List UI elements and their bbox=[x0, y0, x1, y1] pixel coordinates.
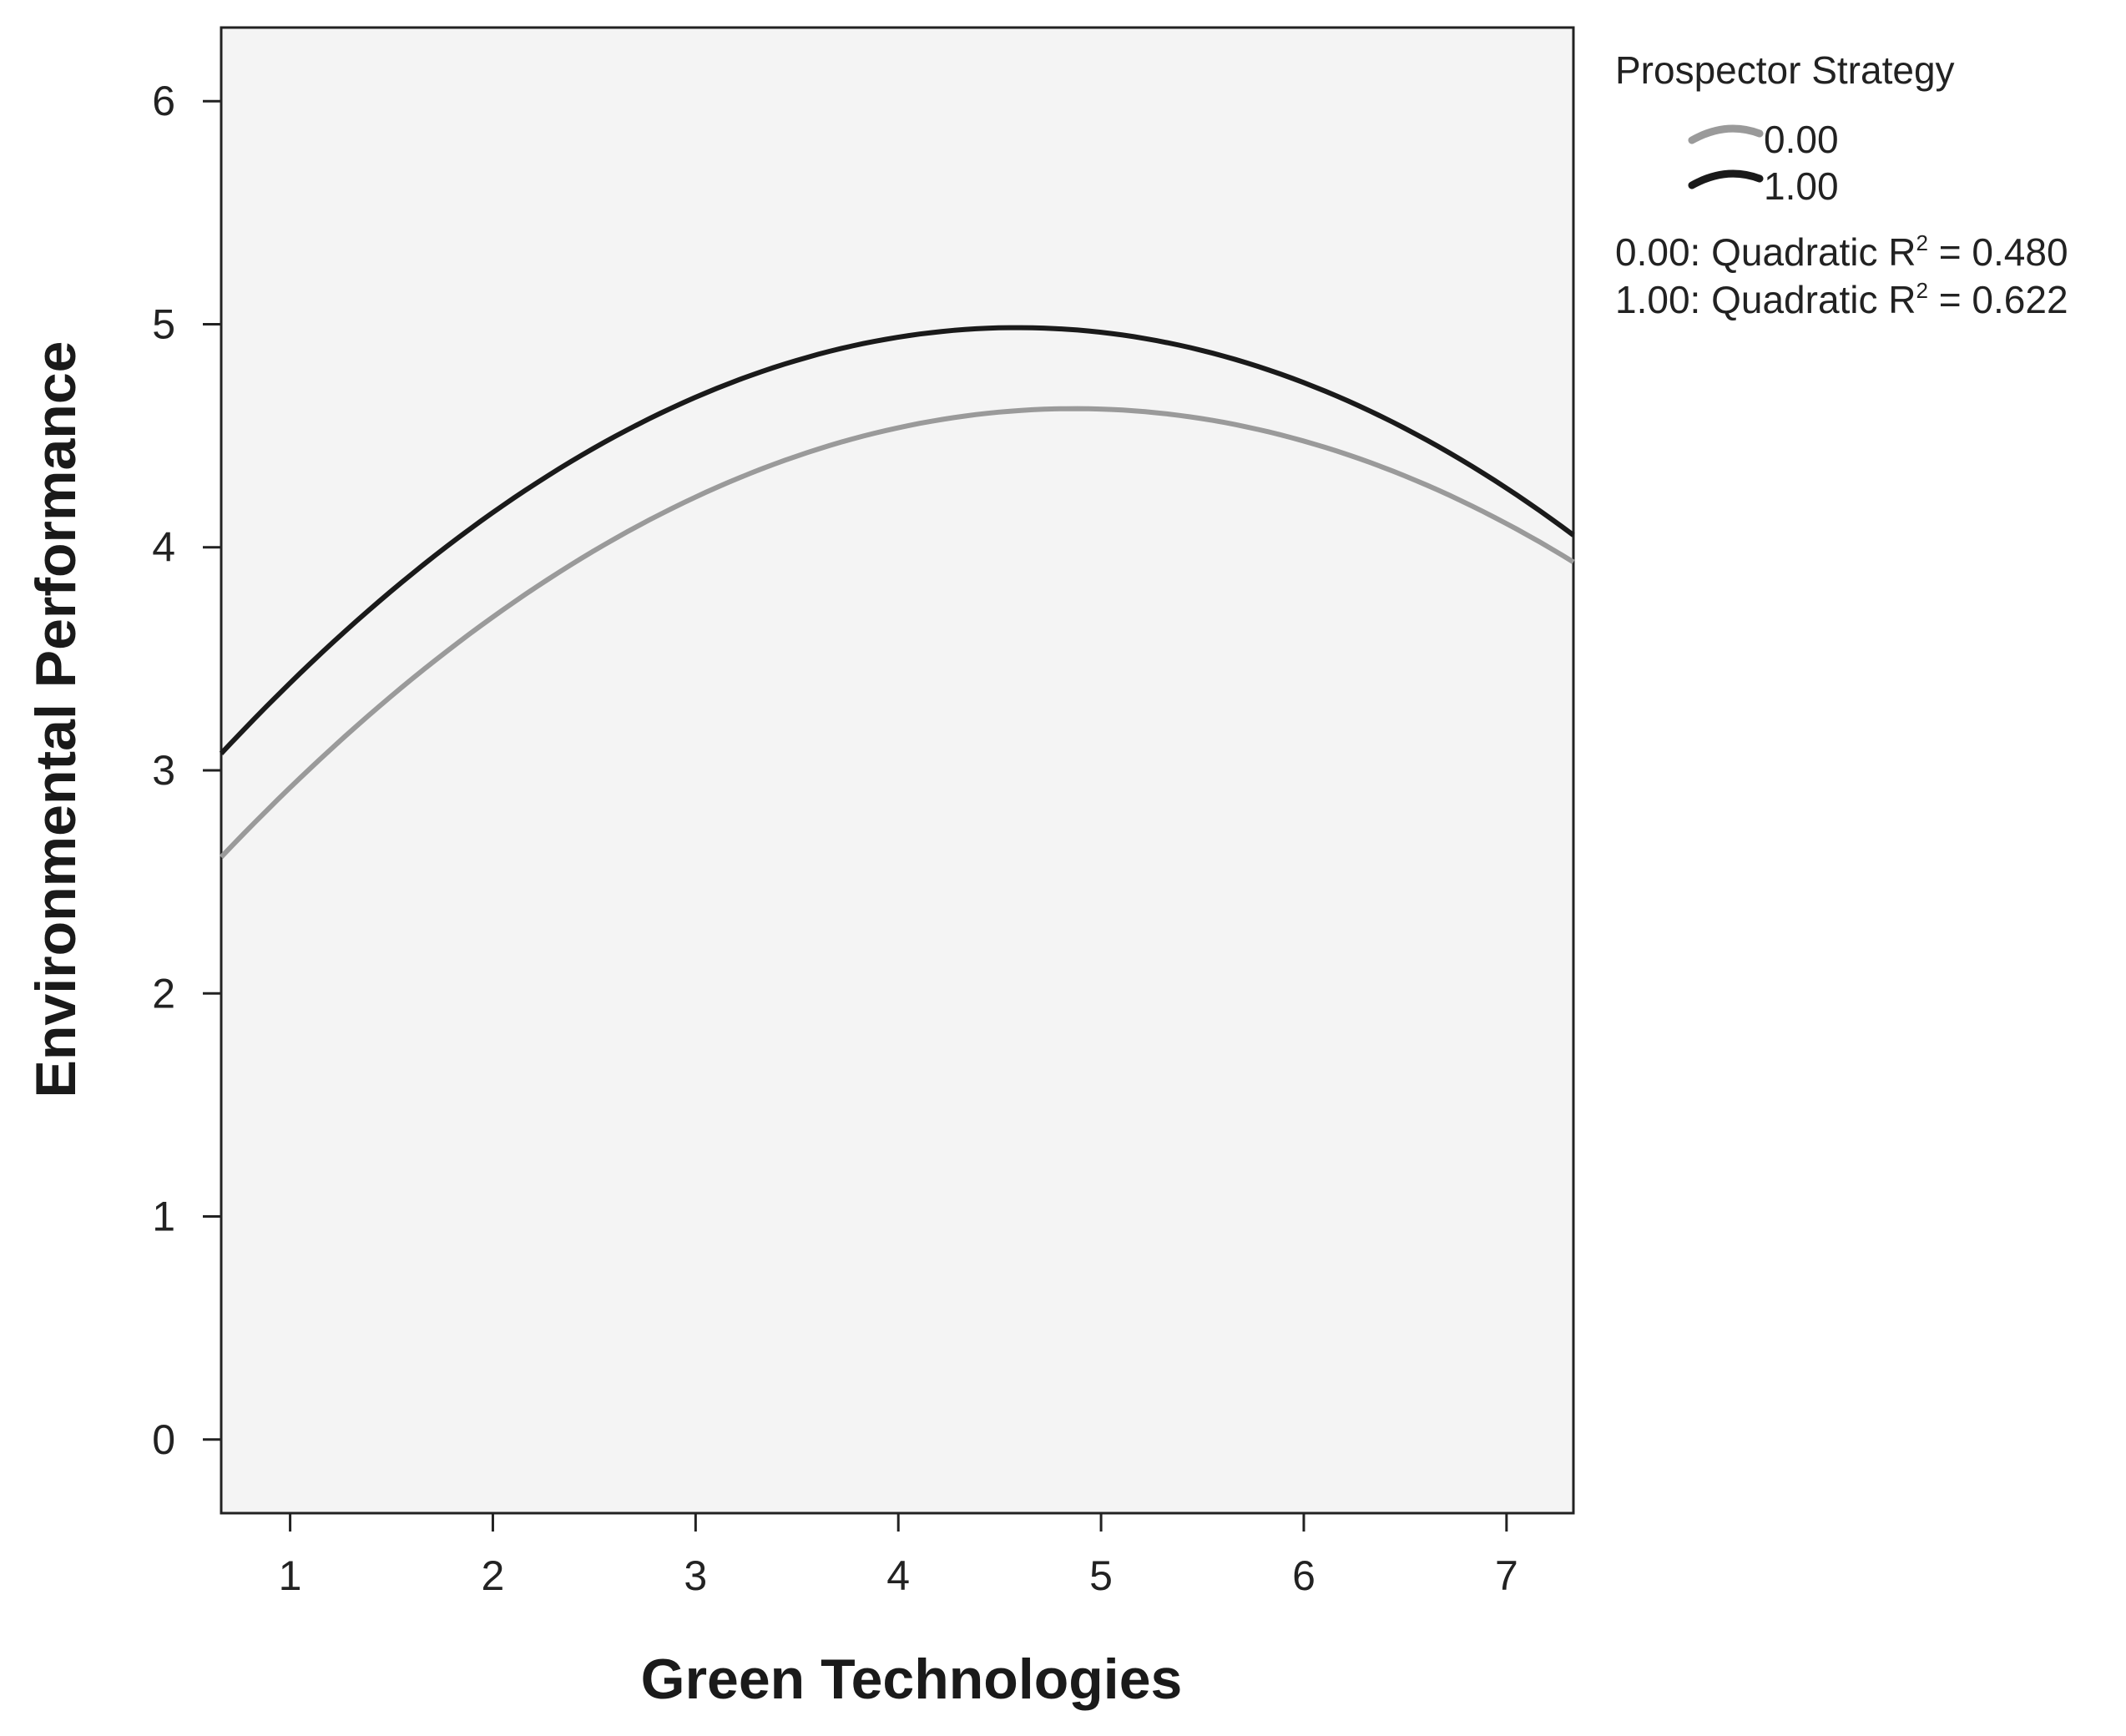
legend-label-1: 1.00 bbox=[1764, 164, 1839, 208]
y-tick-label-4: 4 bbox=[152, 524, 175, 571]
series-line-1 bbox=[219, 325, 1575, 755]
x-axis: 1 2 3 4 5 6 7 bbox=[279, 1513, 1518, 1599]
legend-swatch-1 bbox=[1688, 169, 1764, 189]
legend: Prospector Strategy 0.00 1.00 bbox=[1615, 48, 1955, 208]
x-tick-label-1: 2 bbox=[482, 1552, 505, 1599]
y-tick-label-5: 5 bbox=[152, 300, 175, 347]
x-tick-label-3: 4 bbox=[886, 1552, 910, 1599]
x-tick-label-0: 1 bbox=[279, 1552, 302, 1599]
fit-label-0: 0.00: Quadratic R2 = 0.480 bbox=[1615, 230, 2068, 274]
x-tick-label-6: 7 bbox=[1495, 1552, 1518, 1599]
fit-statistics: 0.00: Quadratic R2 = 0.480 1.00: Quadrat… bbox=[1615, 230, 2068, 321]
x-tick-label-5: 6 bbox=[1292, 1552, 1315, 1599]
series-line-0 bbox=[219, 406, 1575, 859]
legend-title: Prospector Strategy bbox=[1615, 48, 1955, 92]
legend-label-0: 0.00 bbox=[1764, 118, 1839, 161]
y-axis-title: Environmental Performance bbox=[24, 341, 88, 1098]
x-axis-title: Green Technologies bbox=[641, 1648, 1183, 1711]
series-layer bbox=[219, 325, 1575, 859]
x-tick-label-4: 5 bbox=[1089, 1552, 1113, 1599]
y-tick-label-1: 1 bbox=[152, 1194, 175, 1240]
legend-swatch-0 bbox=[1688, 124, 1764, 144]
y-tick-label-3: 3 bbox=[152, 747, 175, 794]
y-axis: 0 1 2 3 4 5 6 bbox=[152, 78, 221, 1463]
y-tick-label-0: 0 bbox=[152, 1416, 175, 1463]
y-tick-label-6: 6 bbox=[152, 78, 175, 124]
y-tick-label-2: 2 bbox=[152, 970, 175, 1017]
x-tick-label-2: 3 bbox=[684, 1552, 707, 1599]
fit-label-1: 1.00: Quadratic R2 = 0.622 bbox=[1615, 278, 2068, 321]
plot-area bbox=[220, 26, 1575, 1515]
